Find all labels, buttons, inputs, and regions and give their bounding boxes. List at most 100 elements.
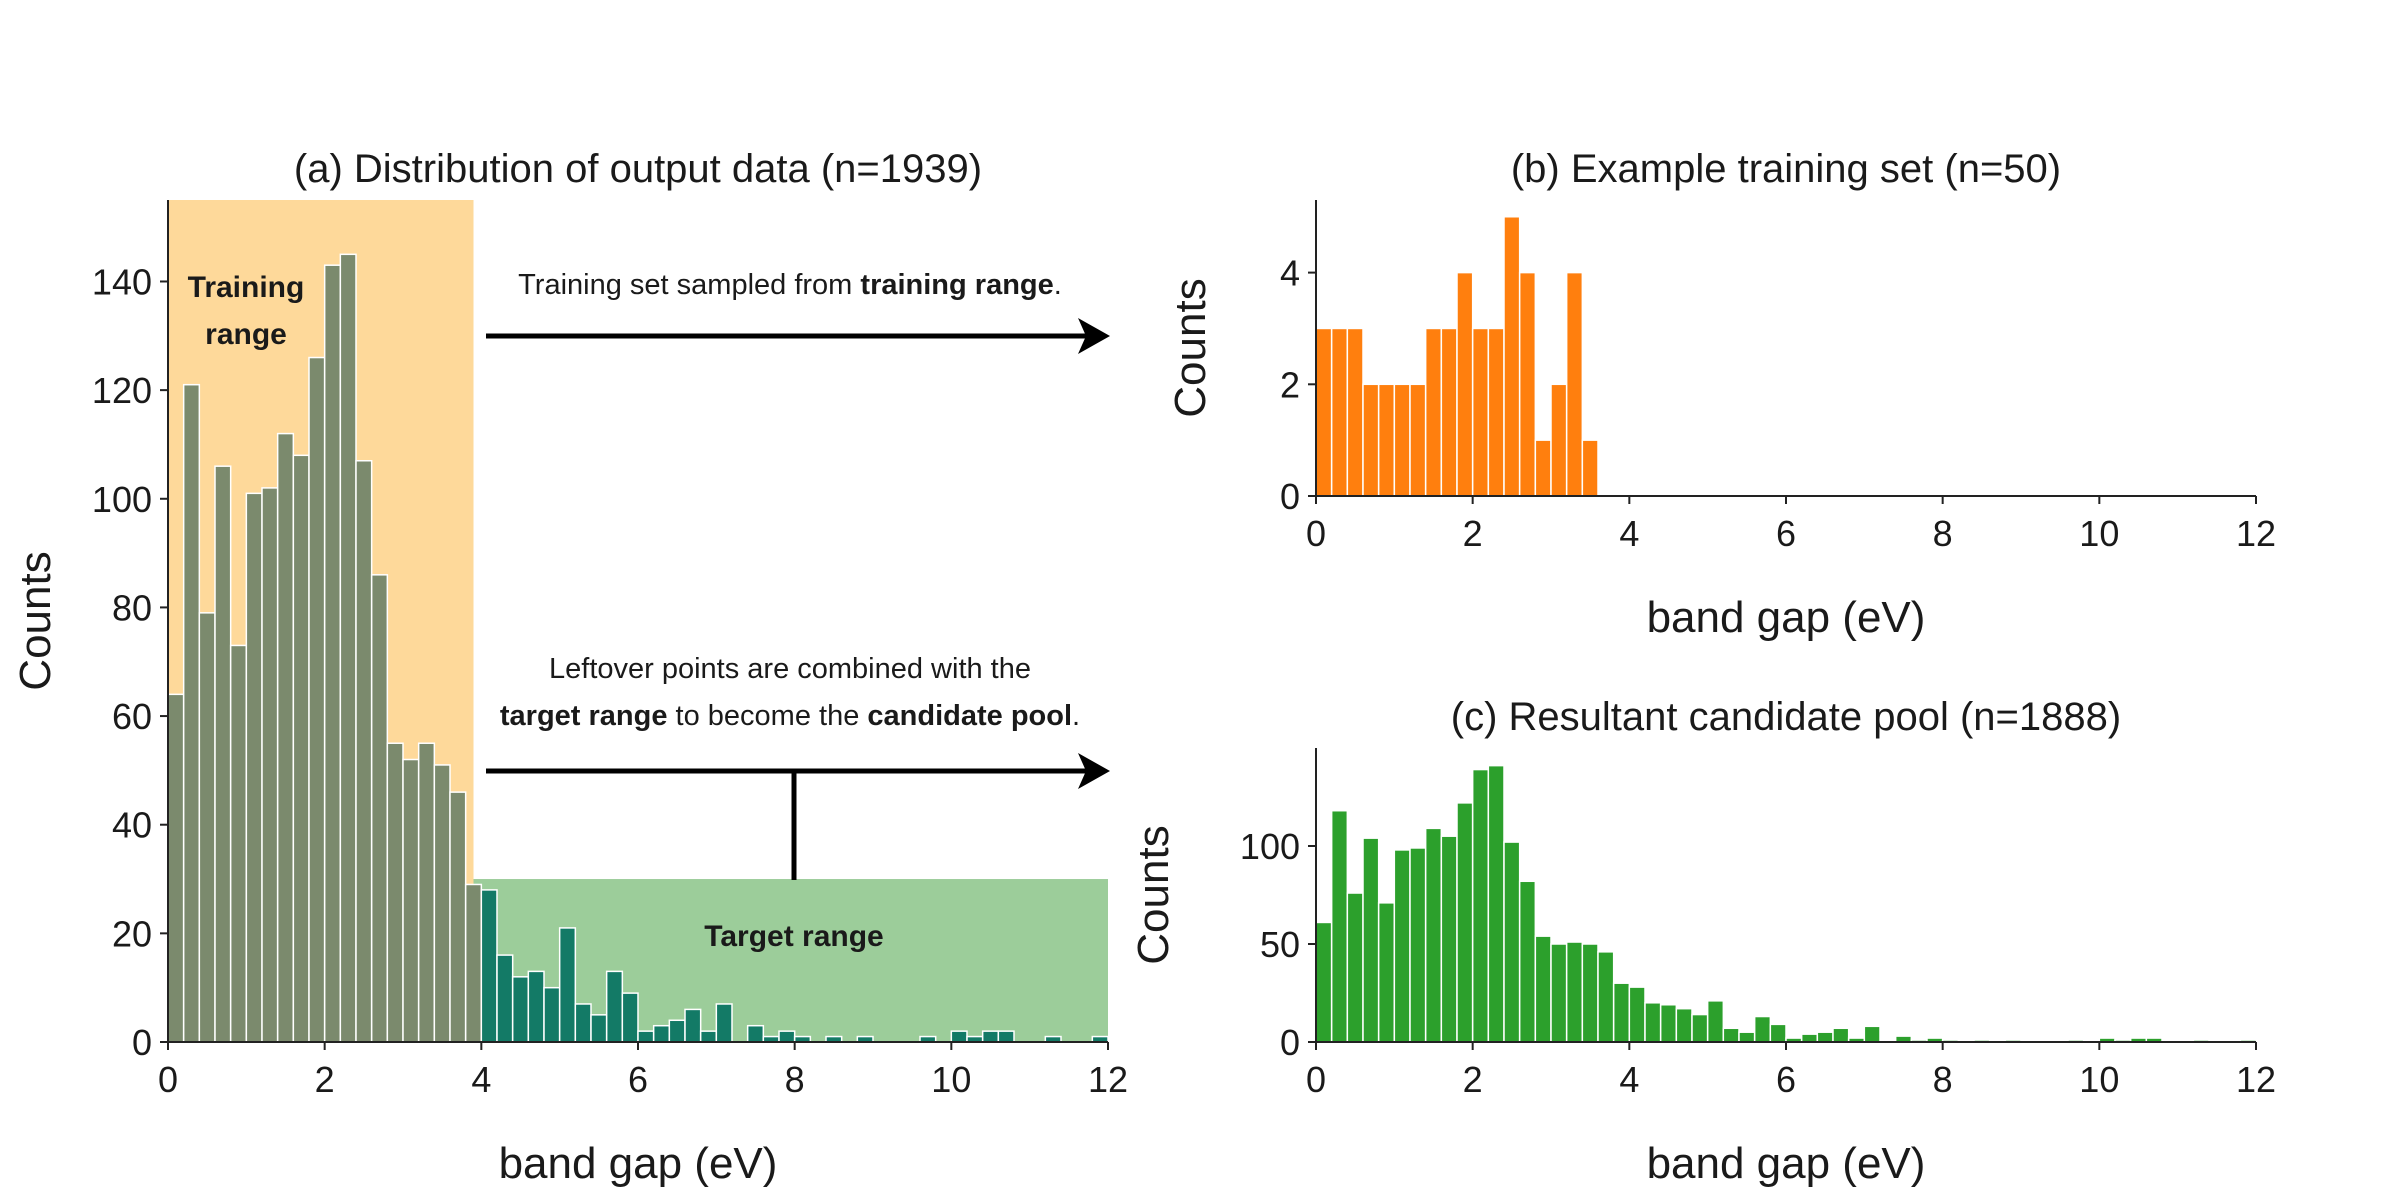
y-tick-label: 140 xyxy=(92,261,152,302)
bar xyxy=(402,758,420,1043)
y-axis-label: Counts xyxy=(1166,278,1215,417)
y-axis-label: Counts xyxy=(1129,825,1178,964)
x-tick-label: 8 xyxy=(785,1059,805,1100)
bar xyxy=(245,492,263,1043)
bar xyxy=(1518,271,1537,497)
bar xyxy=(1393,383,1411,497)
bar xyxy=(746,1024,765,1043)
bar xyxy=(981,1030,1000,1043)
bar xyxy=(1753,1015,1772,1043)
x-tick-label: 2 xyxy=(1463,1059,1483,1100)
bar xyxy=(229,644,248,1043)
bar xyxy=(511,976,530,1043)
arrow-training-set-head xyxy=(1078,318,1110,354)
bar xyxy=(1471,768,1490,1043)
bar xyxy=(1863,1025,1881,1043)
y-tick-label: 0 xyxy=(1280,476,1300,517)
bar xyxy=(1471,327,1490,497)
annotation-text: to become the xyxy=(668,700,868,732)
bar xyxy=(1456,802,1474,1043)
bar xyxy=(1581,439,1599,497)
y-tick-label: 80 xyxy=(112,587,152,628)
arrow-candidate-pool-label-line2: target range to become the candidate poo… xyxy=(500,700,1080,732)
x-tick-label: 4 xyxy=(1619,1059,1639,1100)
bar xyxy=(1644,1002,1662,1043)
bar xyxy=(1550,943,1568,1043)
bar xyxy=(386,742,404,1043)
annotation-bold-text: training range xyxy=(860,269,1053,301)
y-tick-label: 4 xyxy=(1280,253,1300,294)
bar xyxy=(308,356,326,1043)
bar xyxy=(1362,383,1380,497)
bar xyxy=(1330,327,1349,497)
bar xyxy=(1409,383,1427,497)
x-tick-label: 8 xyxy=(1933,513,1953,554)
bar xyxy=(1534,439,1552,497)
bar xyxy=(496,954,514,1043)
annotation-bold-text: target range xyxy=(500,700,668,732)
bar xyxy=(1440,835,1458,1043)
x-tick-label: 6 xyxy=(628,1059,648,1100)
bar xyxy=(558,927,577,1043)
bar xyxy=(1565,271,1584,497)
chart-title: (a) Distribution of output data (n=1939) xyxy=(294,147,982,191)
bar xyxy=(715,1003,733,1043)
bar xyxy=(1675,1007,1693,1043)
bar xyxy=(1346,327,1364,497)
bar xyxy=(339,253,357,1043)
annotation-bold-text: candidate pool xyxy=(867,700,1072,732)
bar xyxy=(1315,921,1333,1043)
annotation-text: Training set sampled from xyxy=(518,269,860,301)
bar xyxy=(261,487,279,1043)
bar xyxy=(214,465,232,1043)
x-axis-label: band gap (eV) xyxy=(1647,593,1926,642)
x-tick-label: 4 xyxy=(1619,513,1639,554)
bar xyxy=(276,432,295,1043)
bar xyxy=(1424,827,1443,1043)
x-tick-label: 0 xyxy=(1306,513,1326,554)
bar xyxy=(652,1024,671,1043)
bar xyxy=(1565,941,1584,1043)
x-tick-label: 0 xyxy=(158,1059,178,1100)
bar xyxy=(590,1014,608,1043)
y-tick-label: 2 xyxy=(1280,364,1300,405)
bar xyxy=(621,992,639,1043)
x-tick-label: 6 xyxy=(1776,1059,1796,1100)
training-range-label: range xyxy=(205,318,287,351)
y-tick-label: 50 xyxy=(1260,924,1300,965)
bar xyxy=(1691,1013,1709,1043)
bar xyxy=(1393,849,1411,1043)
chart-title: (c) Resultant candidate pool (n=1888) xyxy=(1451,695,2121,739)
bar xyxy=(1722,1027,1740,1043)
bar xyxy=(1503,216,1521,497)
x-tick-label: 12 xyxy=(2236,513,2276,554)
bar xyxy=(1816,1031,1834,1043)
bar xyxy=(1330,809,1349,1043)
bar xyxy=(684,1008,702,1043)
bar xyxy=(198,612,216,1043)
bar xyxy=(1315,327,1333,497)
y-tick-label: 20 xyxy=(112,913,152,954)
x-tick-label: 12 xyxy=(2236,1059,2276,1100)
bar xyxy=(464,883,483,1043)
bar xyxy=(1534,935,1552,1043)
bar xyxy=(1550,383,1568,497)
arrow-candidate-pool-head xyxy=(1078,753,1110,789)
x-tick-label: 12 xyxy=(1088,1059,1128,1100)
y-axis-label: Counts xyxy=(11,551,60,690)
bar xyxy=(1518,880,1537,1043)
bar xyxy=(1440,327,1458,497)
y-tick-label: 120 xyxy=(92,370,152,411)
bar xyxy=(1738,1031,1756,1043)
x-tick-label: 0 xyxy=(1306,1059,1326,1100)
bar xyxy=(1409,847,1427,1043)
arrow-candidate-pool-label-line1: Leftover points are combined with the xyxy=(549,653,1031,685)
arrow-training-set-label: Training set sampled from training range… xyxy=(518,269,1062,301)
x-tick-label: 4 xyxy=(471,1059,491,1100)
x-tick-label: 10 xyxy=(2079,1059,2119,1100)
x-tick-label: 10 xyxy=(2079,513,2119,554)
training-range-label: Training xyxy=(188,271,305,304)
bar xyxy=(167,693,185,1043)
